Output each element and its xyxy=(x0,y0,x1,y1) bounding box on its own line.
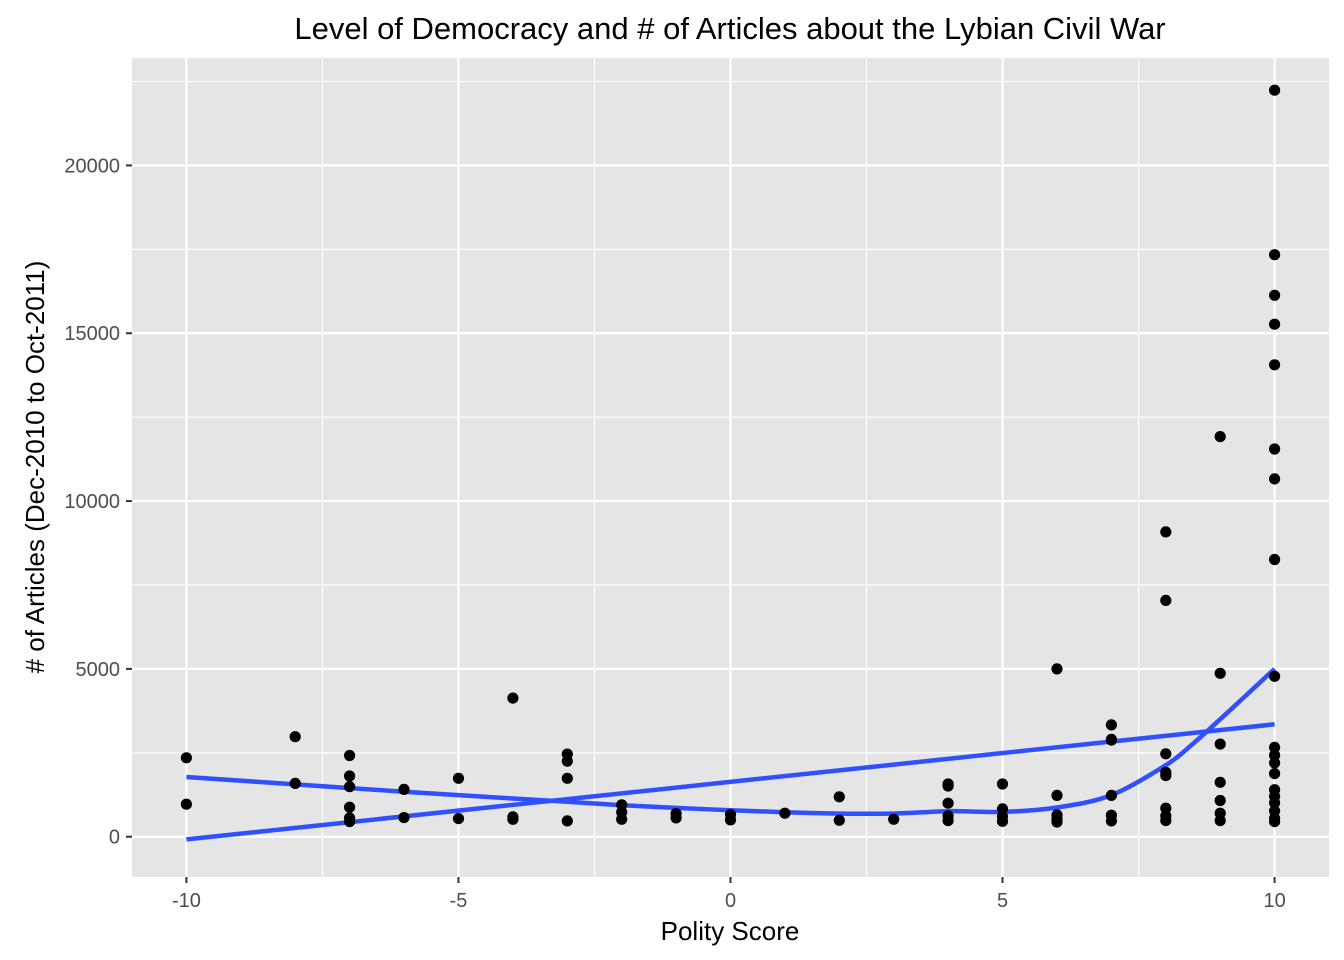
data-point xyxy=(1160,802,1172,814)
data-point xyxy=(398,783,410,796)
data-point xyxy=(344,770,356,782)
data-point xyxy=(996,778,1009,790)
data-point xyxy=(344,801,356,813)
y-axis-title: # of Articles (Dec-2010 to Oct-2011) xyxy=(20,261,50,674)
data-point xyxy=(1214,815,1226,827)
y-tick-label: 5000 xyxy=(76,659,121,681)
data-point xyxy=(1105,815,1117,827)
data-point xyxy=(1214,794,1226,807)
data-point xyxy=(452,772,465,784)
x-tick-label: -5 xyxy=(450,890,468,912)
x-axis-title: Polity Score xyxy=(661,916,800,946)
data-point xyxy=(1269,816,1281,828)
data-point xyxy=(1269,443,1281,455)
x-tick-label: 5 xyxy=(997,890,1008,912)
data-point xyxy=(1214,431,1226,443)
data-point xyxy=(452,813,465,825)
data-point xyxy=(1105,734,1117,746)
data-point xyxy=(398,812,410,824)
chart-title: Level of Democracy and # of Articles abo… xyxy=(294,11,1165,46)
data-point xyxy=(1214,667,1226,679)
data-point xyxy=(942,797,954,809)
x-tick-label: -10 xyxy=(172,890,201,912)
data-point xyxy=(561,772,573,784)
data-point xyxy=(1269,289,1281,301)
data-point xyxy=(1269,553,1281,566)
data-point xyxy=(1269,249,1281,261)
y-tick-label: 0 xyxy=(109,827,120,849)
data-point xyxy=(1269,741,1281,754)
data-point xyxy=(1214,738,1226,750)
data-point xyxy=(1105,719,1117,731)
data-point xyxy=(616,813,628,825)
data-point xyxy=(344,749,356,762)
data-point xyxy=(1269,670,1281,682)
fit-lines xyxy=(186,667,1277,842)
data-point xyxy=(1269,749,1281,761)
data-point xyxy=(344,816,356,828)
data-point xyxy=(996,803,1009,815)
data-point xyxy=(1160,815,1172,827)
data-points xyxy=(180,84,1281,828)
data-point xyxy=(1269,797,1281,809)
data-point xyxy=(1269,359,1281,371)
data-point xyxy=(344,781,356,793)
data-point xyxy=(1269,318,1281,330)
data-point xyxy=(779,807,791,819)
data-point xyxy=(833,791,845,803)
y-axis: 0 5000 10000 15000 20000 xyxy=(64,155,132,849)
major-gridlines xyxy=(132,58,1329,877)
data-point xyxy=(942,780,954,792)
data-point xyxy=(561,815,573,827)
y-tick-label: 20000 xyxy=(64,155,120,177)
loess-line xyxy=(186,667,1277,817)
data-point xyxy=(724,814,737,826)
data-point xyxy=(561,755,573,767)
x-tick-label: 10 xyxy=(1263,890,1285,912)
data-point xyxy=(289,777,301,790)
data-point xyxy=(1269,84,1281,96)
data-point xyxy=(507,692,519,704)
data-point xyxy=(1269,473,1281,485)
data-point xyxy=(942,815,954,827)
data-point xyxy=(1160,770,1172,782)
data-point xyxy=(1160,748,1172,760)
data-point xyxy=(996,815,1009,827)
data-point xyxy=(180,752,192,764)
y-tick-label: 10000 xyxy=(64,491,120,513)
linear-fit-line xyxy=(186,722,1275,842)
data-point xyxy=(1051,789,1063,802)
data-point xyxy=(1214,776,1226,788)
x-tick-label: 0 xyxy=(725,890,736,912)
data-point xyxy=(507,813,519,825)
data-point xyxy=(180,798,192,810)
data-point xyxy=(833,814,845,826)
data-point xyxy=(1269,757,1281,769)
y-tick-label: 15000 xyxy=(64,323,120,345)
data-point xyxy=(1051,816,1063,828)
data-point xyxy=(289,731,301,743)
data-point xyxy=(888,813,900,825)
data-point xyxy=(1160,594,1172,607)
data-point xyxy=(670,812,682,824)
data-point xyxy=(1105,789,1117,802)
data-point xyxy=(1269,768,1281,780)
x-axis: -10 -5 0 5 10 xyxy=(172,877,1286,912)
data-point xyxy=(1051,663,1063,675)
data-point xyxy=(1160,526,1172,538)
